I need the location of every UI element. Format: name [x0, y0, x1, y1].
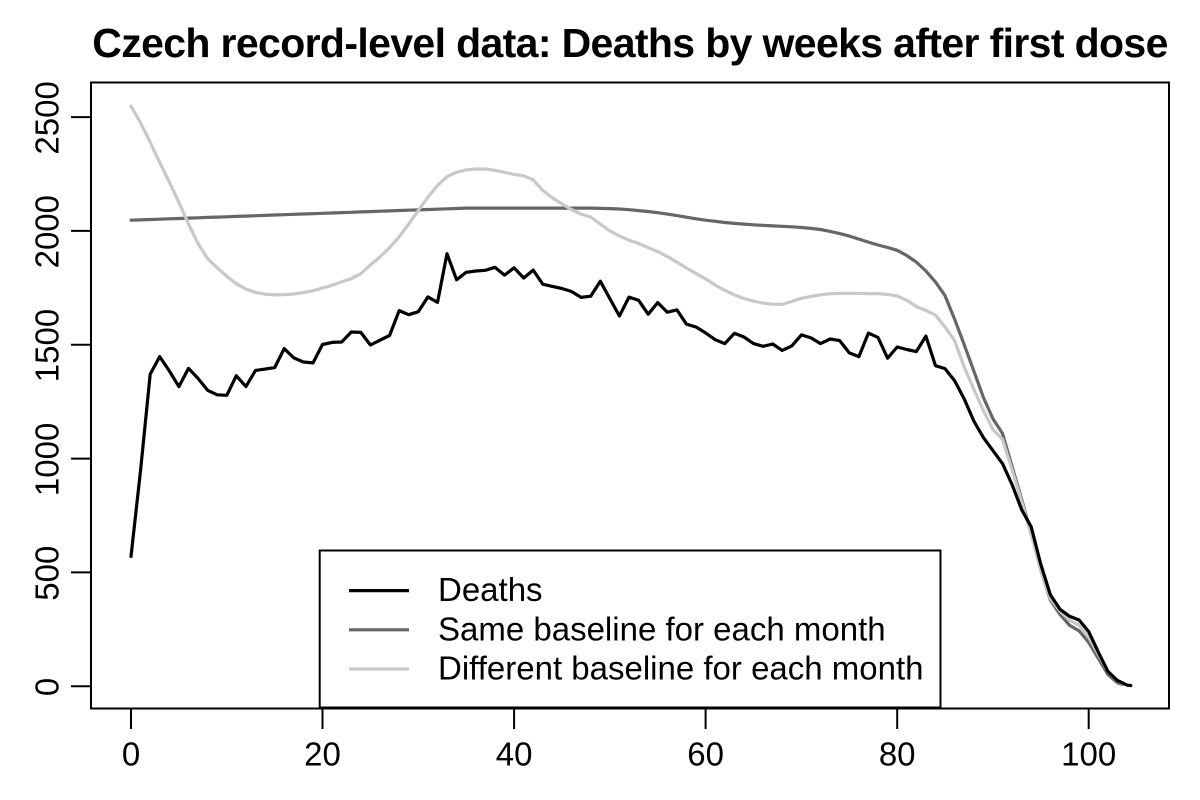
svg-text:1000: 1000	[29, 423, 66, 496]
svg-text:Same baseline for each month: Same baseline for each month	[438, 610, 886, 647]
svg-text:60: 60	[687, 735, 724, 772]
svg-text:Deaths: Deaths	[438, 571, 543, 608]
svg-text:40: 40	[496, 735, 533, 772]
svg-text:0: 0	[29, 678, 66, 696]
svg-text:Different baseline for each mo: Different baseline for each month	[438, 650, 924, 687]
svg-text:80: 80	[879, 735, 916, 772]
svg-text:Czech record-level data: Death: Czech record-level data: Deaths by weeks…	[92, 20, 1168, 66]
svg-text:100: 100	[1061, 735, 1116, 772]
svg-text:0: 0	[122, 735, 140, 772]
svg-text:2500: 2500	[29, 81, 66, 154]
svg-text:1500: 1500	[29, 309, 66, 382]
svg-text:20: 20	[304, 735, 341, 772]
svg-text:2000: 2000	[29, 195, 66, 268]
svg-text:500: 500	[29, 546, 66, 601]
